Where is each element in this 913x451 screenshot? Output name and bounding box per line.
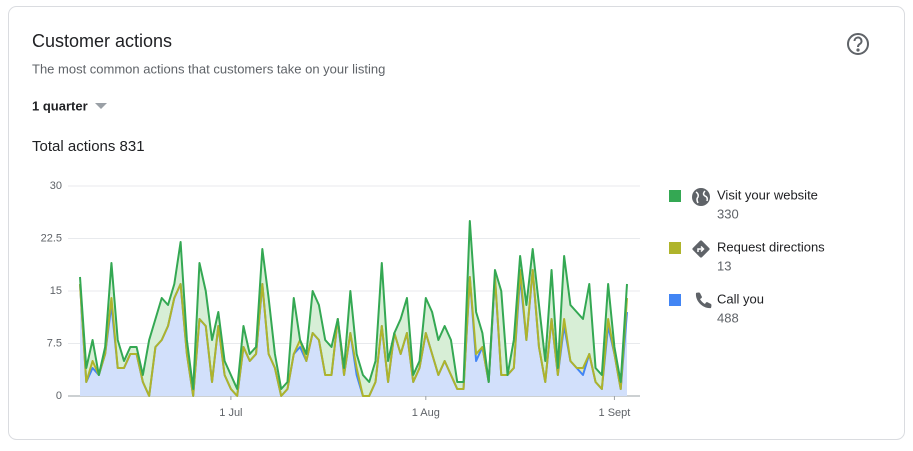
card-border: [8, 6, 905, 440]
help-icon[interactable]: [847, 33, 869, 55]
line: [79, 269, 628, 397]
x-tick-label: 1 Aug: [412, 407, 440, 419]
title: Customer actions: [32, 31, 172, 51]
legend-count: 488: [717, 310, 739, 325]
legend-swatch: [669, 190, 681, 202]
directions-icon: [692, 240, 710, 258]
y-tick-label: 15: [50, 285, 62, 297]
legend-icons: [692, 188, 712, 309]
y-tick-label: 0: [56, 390, 62, 402]
y-tick-label: 22.5: [41, 232, 62, 244]
y-tick-label: 7.5: [47, 337, 62, 349]
y-tick-label: 30: [50, 180, 62, 192]
line: [79, 220, 628, 390]
legend-label: Visit your website: [717, 187, 818, 202]
legend: Visit your website 330 Request directions 1…: [669, 187, 825, 325]
subtitle: The most common actions that customers t…: [32, 61, 385, 76]
period-select[interactable]: 1 quarter: [32, 98, 88, 113]
x-tick-label: 1 Jul: [219, 407, 242, 419]
legend-count: 13: [717, 258, 731, 273]
phone-icon: [695, 292, 712, 309]
legend-swatch: [669, 294, 681, 306]
legend-swatch: [669, 242, 681, 254]
legend-count: 330: [717, 206, 739, 221]
globe-icon: [692, 188, 710, 206]
legend-label: Call you: [717, 291, 764, 306]
dropdown-arrow[interactable]: [95, 103, 107, 109]
x-tick-label: 1 Sept: [599, 407, 631, 419]
total-actions: Total actions 831: [32, 138, 145, 155]
legend-label: Request directions: [717, 239, 825, 254]
plot: 0 7.5 15 22.5 30 1 Jul 1 Aug 1 Sept: [41, 180, 640, 419]
